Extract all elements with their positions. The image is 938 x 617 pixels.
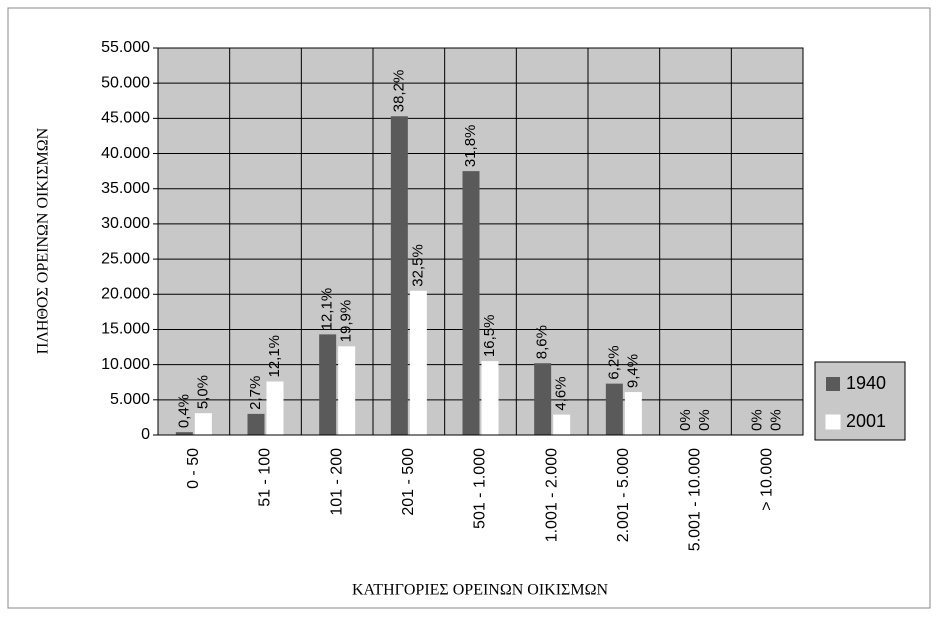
y-tick-label: 15.000: [101, 321, 150, 338]
y-tick-label: 5.000: [110, 391, 150, 408]
y-tick-label: 35.000: [101, 180, 150, 197]
bar: [266, 381, 284, 435]
data-label: 0,4%: [175, 394, 192, 428]
bar: [624, 392, 642, 435]
y-tick-label: 10.000: [101, 356, 150, 373]
x-tick-label: > 10.000: [758, 448, 775, 511]
bar: [194, 413, 212, 435]
x-tick-label: 201 - 500: [400, 448, 417, 516]
legend-label: 1940: [846, 373, 886, 393]
y-tick-label: 50.000: [101, 74, 150, 91]
plot-area: [157, 47, 804, 436]
data-label: 12,1%: [319, 288, 336, 331]
data-label: 8,6%: [534, 325, 551, 359]
legend-label: 2001: [846, 411, 886, 431]
data-label: 0%: [768, 409, 785, 431]
y-tick-label: 25.000: [101, 250, 150, 267]
data-label: 32,5%: [409, 244, 426, 287]
x-tick-label: 501 - 1.000: [472, 448, 489, 529]
data-label: 5,0%: [194, 375, 211, 409]
bar: [175, 432, 193, 435]
data-label: 0%: [696, 409, 713, 431]
bar: [462, 171, 480, 436]
bar: [319, 334, 337, 435]
y-tick-label: 55.000: [101, 39, 150, 56]
bar: [605, 383, 623, 435]
bar: [247, 413, 265, 435]
data-label: 19,9%: [338, 300, 355, 343]
data-label: 4,6%: [553, 376, 570, 410]
data-label: 2,7%: [247, 376, 264, 410]
legend-swatch: [826, 377, 840, 391]
y-tick-label: 20.000: [101, 285, 150, 302]
x-tick-label: 101 - 200: [328, 448, 345, 516]
x-axis-title: ΚΑΤΗΓΟΡΙΕΣ ΟΡΕΙΝΩΝ ΟΙΚΙΣΜΩΝ: [352, 582, 609, 599]
bar: [338, 346, 356, 435]
bar: [481, 361, 499, 435]
x-tick-label: 2.001 - 5.000: [615, 448, 632, 542]
x-tick-label: 0 - 50: [185, 448, 202, 489]
data-label: 0%: [677, 409, 694, 431]
bar: [409, 290, 427, 435]
x-tick-label: 1.001 - 2.000: [543, 448, 560, 542]
y-tick-label: 30.000: [101, 215, 150, 232]
data-label: 9,4%: [624, 354, 641, 388]
data-label: 6,2%: [605, 345, 622, 379]
legend-swatch: [825, 414, 841, 430]
data-label: 31,8%: [462, 125, 479, 168]
y-tick-label: 45.000: [101, 110, 150, 127]
data-label: 12,1%: [266, 335, 283, 378]
y-tick-label: 40.000: [101, 145, 150, 162]
x-tick-label: 51 - 100: [257, 448, 274, 507]
data-label: 16,5%: [481, 315, 498, 358]
bar: [390, 116, 408, 436]
y-axis-title: ΠΛΗΘΟΣ ΟΡΕΙΝΩΝ ΟΙΚΙΣΜΩΝ: [35, 127, 52, 354]
bar: [553, 414, 571, 435]
data-label: 0%: [749, 409, 766, 431]
x-tick-label: 5.001 - 10.000: [687, 448, 704, 551]
y-tick-label: 0: [141, 426, 150, 443]
bar: [534, 363, 552, 435]
data-label: 38,2%: [390, 70, 407, 113]
